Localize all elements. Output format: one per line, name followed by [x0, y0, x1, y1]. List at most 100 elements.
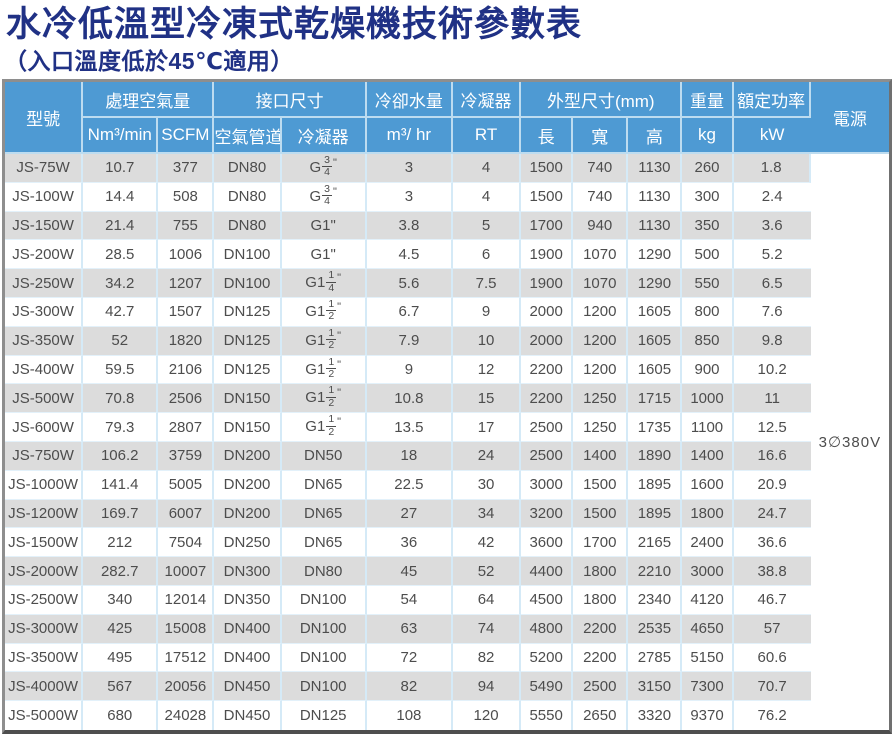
value-cell: G1": [281, 240, 367, 270]
value-cell: 567: [83, 672, 159, 702]
value-cell: 14.4: [83, 182, 159, 212]
value-cell: 6007: [158, 499, 215, 529]
table-row: JS-75W 10.7 377 DN80 G 3 4 " 3 4 1500 740 1130 260 1.8…: [5, 154, 889, 731]
value-cell: 425: [83, 614, 159, 644]
value-cell: 1605: [628, 326, 683, 356]
value-cell: 2785: [628, 643, 683, 673]
value-cell: DN150: [214, 413, 282, 443]
value-cell: 1250: [573, 413, 629, 443]
value-cell: DN400: [214, 614, 282, 644]
value-cell: 3: [366, 154, 453, 183]
value-cell: DN200: [214, 442, 282, 471]
value-cell: 1800: [682, 499, 734, 529]
value-cell: 212: [83, 528, 159, 558]
value-cell: 10: [452, 326, 522, 356]
value-cell: 4: [452, 182, 522, 212]
value-cell: 30: [452, 470, 522, 500]
value-cell: 17512: [158, 643, 215, 673]
value-cell: 1207: [158, 269, 215, 299]
table-row: JS-5000W 680 24028 DN450 DN125 108 120 5550 2650…: [5, 701, 889, 731]
value-cell: 260: [682, 154, 734, 183]
value-cell: 2210: [628, 557, 683, 587]
unit-header-row: Nm³/min SCFM 空氣管道 冷凝器 m³/ hr RT 長寬高 kg kW: [5, 118, 889, 155]
value-cell: 4400: [521, 557, 574, 587]
value-cell: 141.4: [83, 470, 159, 500]
value-cell: 740: [573, 182, 629, 212]
value-cell: 1500: [521, 154, 574, 183]
model-cell: JS-75W: [5, 154, 84, 183]
value-cell: 2500: [573, 672, 629, 702]
value-cell: 1605: [628, 298, 683, 327]
value-cell: 60.6: [733, 643, 811, 673]
value-cell: 1130: [628, 211, 683, 241]
value-cell: G1 1 2 ": [281, 413, 367, 443]
value-cell: DN125: [214, 298, 282, 327]
value-cell: 120: [452, 701, 522, 731]
table-row: JS-300W 42.7 1507 DN125 G1 1 2 " 6.7 9 2000 1200 160…: [5, 298, 889, 327]
value-cell: DN65: [281, 528, 367, 558]
model-cell: JS-600W: [5, 413, 84, 443]
table-row: JS-200W 28.5 1006 DN100 G1" 4.5 6 1900 1070 1290 5…: [5, 240, 889, 270]
column-unit-header: 高: [628, 118, 683, 155]
value-cell: G1 1 2 ": [281, 384, 367, 414]
value-cell: 2165: [628, 528, 683, 558]
value-cell: G 3 4 ": [281, 182, 367, 212]
value-cell: DN65: [281, 470, 367, 500]
value-cell: 1500: [573, 470, 629, 500]
spec-table-border: 型號 處理空氣量 接口尺寸 冷卻水量 冷凝器 外型尺寸(mm) 重量 額定功率 電源 Nm³/m…: [2, 79, 892, 735]
column-group-header: 外型尺寸(mm): [521, 82, 683, 119]
value-cell: 1700: [573, 528, 629, 558]
table-row: JS-600W 79.3 2807 DN150 G1 1 2 " 13.5 17 2500 1250 1…: [5, 413, 889, 443]
value-cell: 20056: [158, 672, 215, 702]
value-cell: 2807: [158, 413, 215, 443]
value-cell: 12014: [158, 586, 215, 615]
value-cell: DN80: [281, 557, 367, 587]
value-cell: 2650: [573, 701, 629, 731]
value-cell: 24: [452, 442, 522, 471]
value-cell: 1500: [573, 499, 629, 529]
table-body: JS-75W 10.7 377 DN80 G 3 4 " 3 4 1500 740 1130 260 1.8…: [5, 154, 889, 731]
value-cell: 16.6: [733, 442, 811, 471]
table-row: JS-2000W 282.7 10007 DN300 DN80 45 52 4400 1800 2…: [5, 557, 889, 587]
value-cell: 10.7: [83, 154, 159, 183]
value-cell: 15: [452, 384, 522, 414]
value-cell: DN450: [214, 672, 282, 702]
value-cell: 3000: [682, 557, 734, 587]
value-cell: 900: [682, 355, 734, 385]
value-cell: 108: [366, 701, 453, 731]
value-cell: 2.4: [733, 182, 811, 212]
model-cell: JS-2000W: [5, 557, 84, 587]
value-cell: 17: [452, 413, 522, 443]
page-subtitle: （入口溫度低於45℃適用）: [4, 47, 294, 74]
value-cell: 2000: [521, 326, 574, 356]
value-cell: 52: [452, 557, 522, 587]
value-cell: 755: [158, 211, 215, 241]
value-cell: 64: [452, 586, 522, 615]
column-unit-header: SCFM: [158, 118, 215, 155]
value-cell: 7.9: [366, 326, 453, 356]
value-cell: 1130: [628, 182, 683, 212]
table-row: JS-100W 14.4 508 DN80 G 3 4 " 3 4 1500 740 1130 300 2.…: [5, 182, 889, 212]
value-cell: 5.2: [733, 240, 811, 270]
value-cell: 7504: [158, 528, 215, 558]
value-cell: 2200: [521, 355, 574, 385]
table-row: JS-2500W 340 12014 DN350 DN100 54 64 4500 1800 23…: [5, 586, 889, 615]
value-cell: G1 1 2 ": [281, 355, 367, 385]
value-cell: DN100: [281, 643, 367, 673]
model-cell: JS-200W: [5, 240, 84, 270]
model-cell: JS-1000W: [5, 470, 84, 500]
value-cell: 5490: [521, 672, 574, 702]
value-cell: 1895: [628, 470, 683, 500]
value-cell: 54: [366, 586, 453, 615]
value-cell: DN50: [281, 442, 367, 471]
model-cell: JS-500W: [5, 384, 84, 414]
value-cell: 5550: [521, 701, 574, 731]
value-cell: DN125: [281, 701, 367, 731]
value-cell: 28.5: [83, 240, 159, 270]
value-cell: 42: [452, 528, 522, 558]
column-unit-header: kW: [733, 118, 811, 155]
value-cell: 3150: [628, 672, 683, 702]
value-cell: G1": [281, 211, 367, 241]
value-cell: 21.4: [83, 211, 159, 241]
